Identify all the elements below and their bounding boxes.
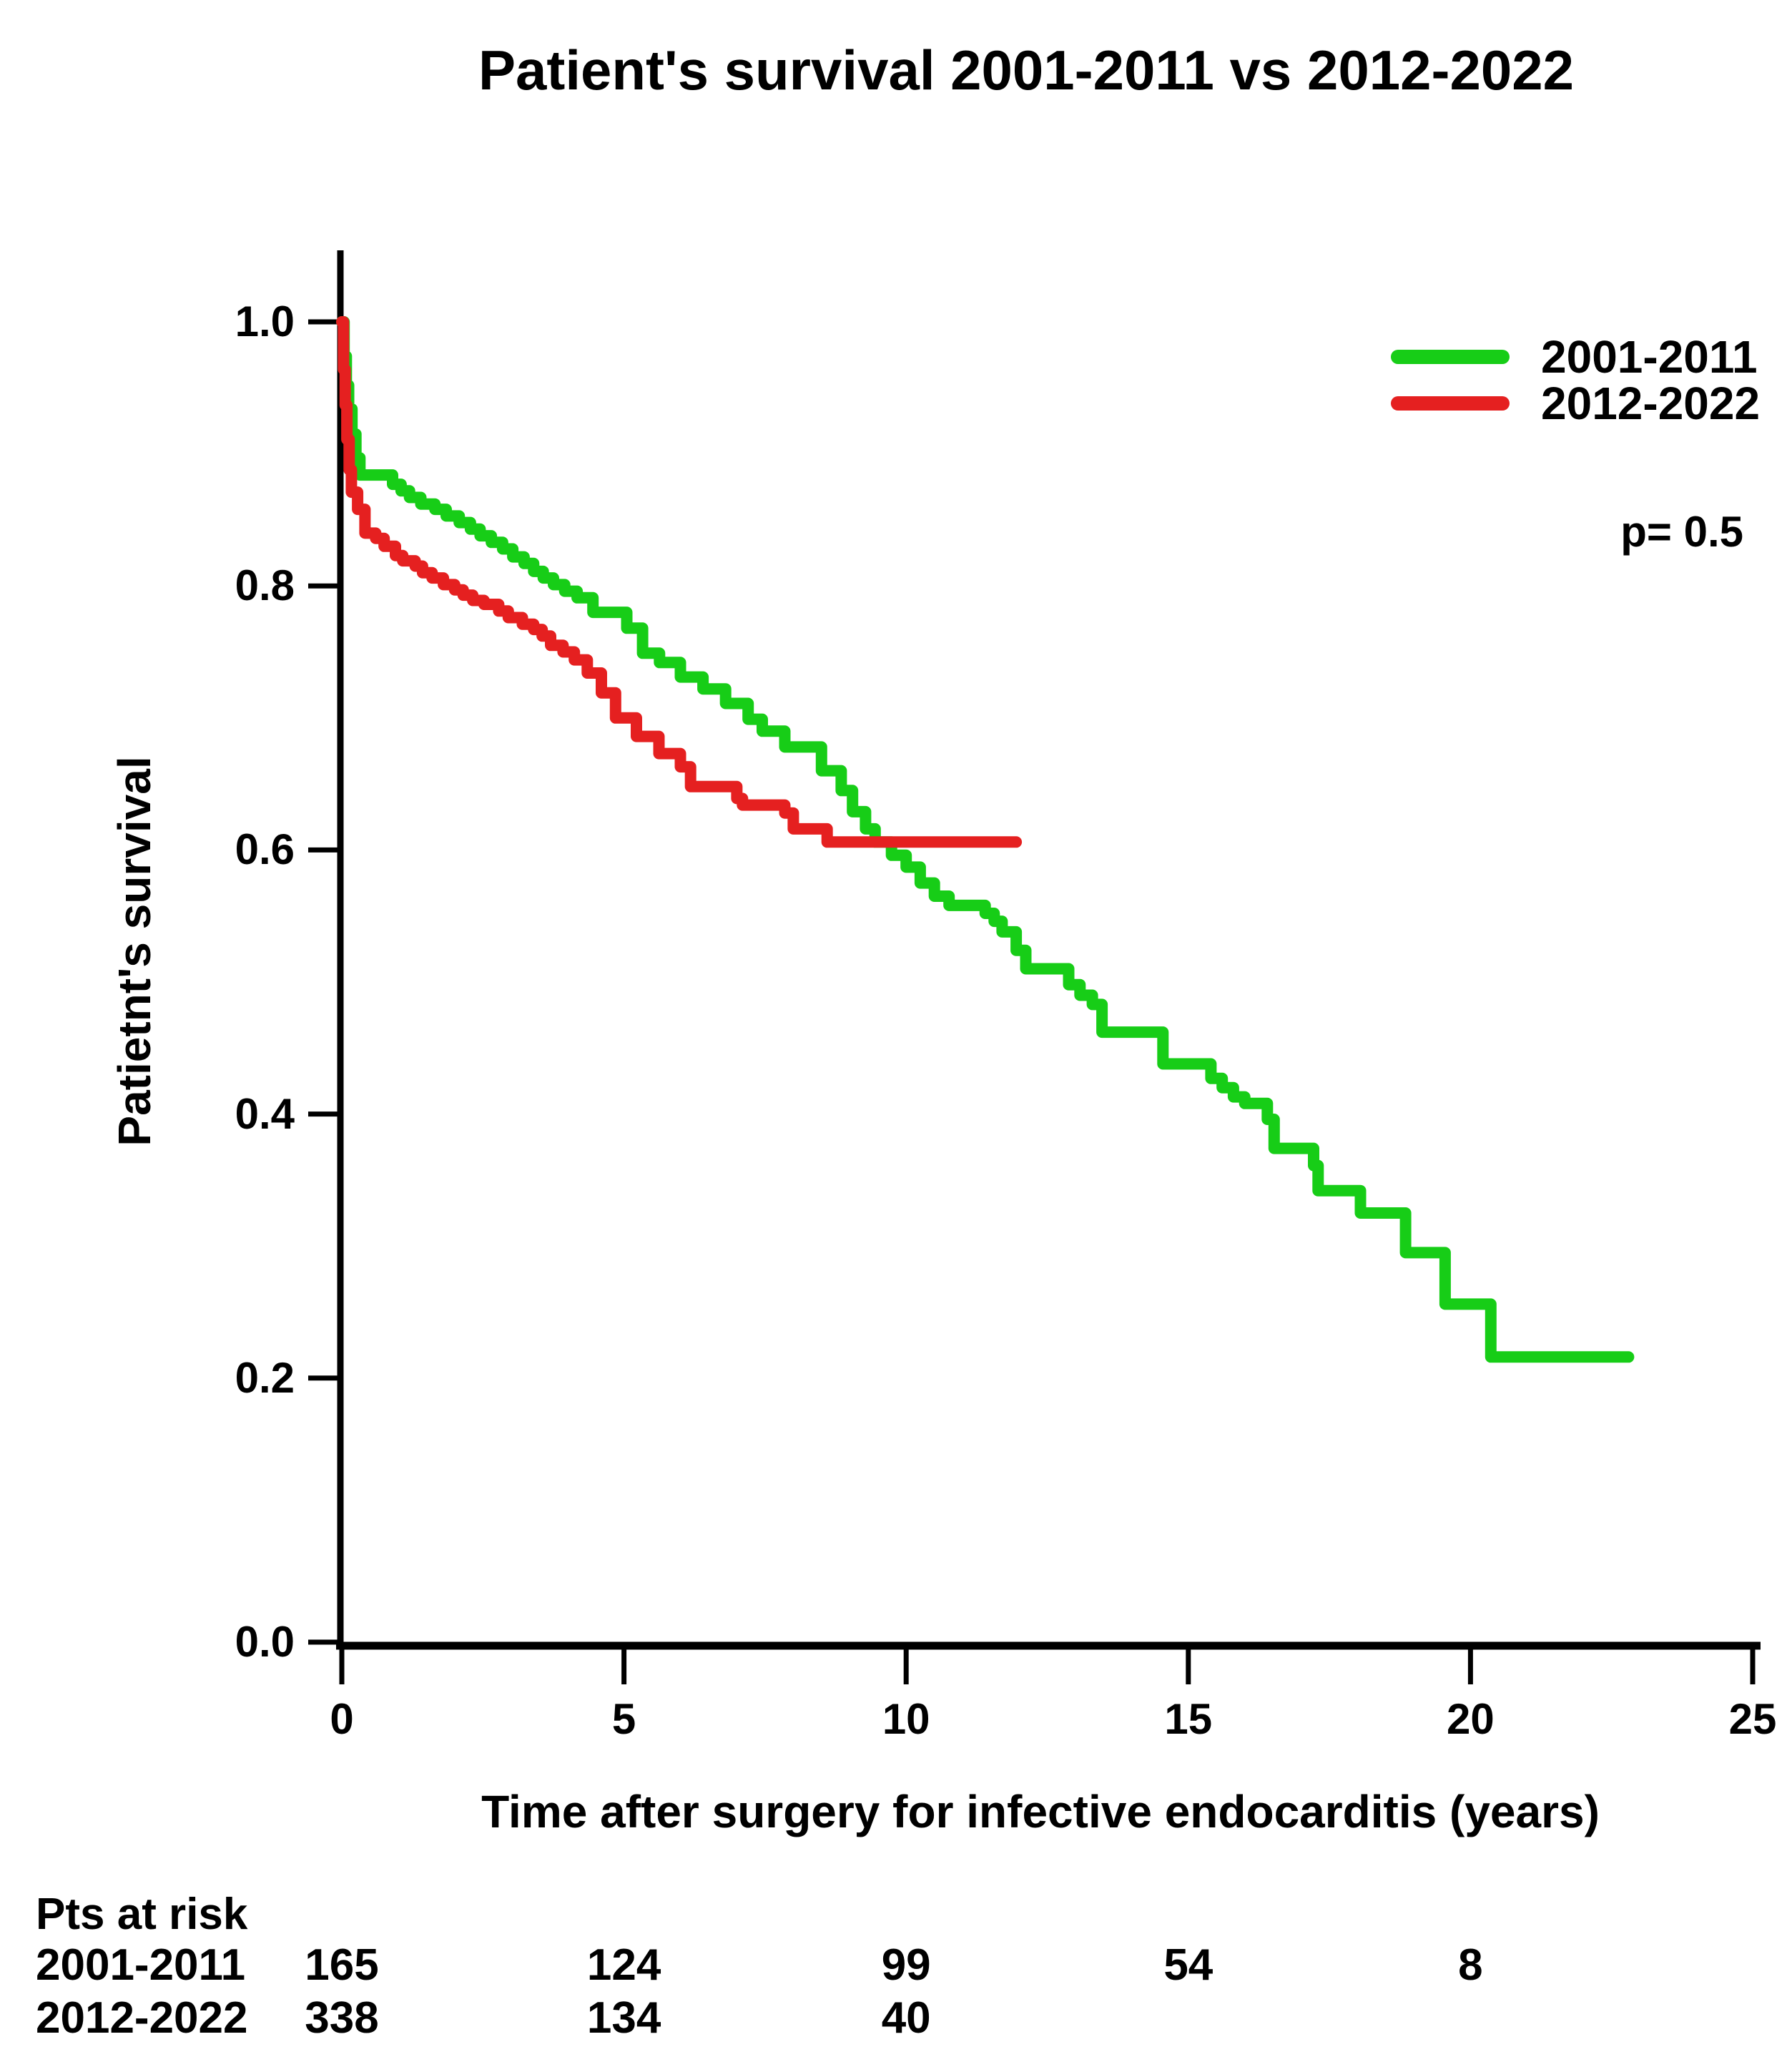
legend-item-2012-2022: 2012-2022 (1391, 380, 1760, 426)
risk-count-2012-2022-t5: 134 (586, 1993, 661, 2043)
legend-swatch-red-line (1391, 396, 1510, 411)
risk-row-label-2012-2022: 2012-2022 (36, 1993, 248, 2043)
legend-label-2001-2011: 2001-2011 (1541, 331, 1758, 383)
x-tick-label: 25 (1728, 1695, 1777, 1743)
risk-count-2001-2011-t20: 8 (1458, 1940, 1483, 1990)
risk-count-2001-2011-t10: 99 (881, 1940, 931, 1990)
y-tick-label: 0.8 (235, 561, 295, 610)
risk-row-label-2001-2011: 2001-2011 (36, 1940, 246, 1990)
y-tick-label: 1.0 (235, 298, 295, 345)
survival-curve-2012-2022 (336, 316, 1023, 848)
x-tick-label: 10 (882, 1695, 930, 1743)
risk-count-2001-2011-t15: 54 (1163, 1940, 1213, 1990)
risk-count-2012-2022-t0: 338 (305, 1993, 379, 2043)
x-tick-label: 0 (330, 1695, 354, 1743)
y-tick-label: 0.0 (235, 1618, 295, 1666)
survival-curve-2001-2011 (336, 316, 1635, 1363)
legend-swatch-green-line (1391, 350, 1510, 364)
risk-count-2001-2011-t0: 165 (305, 1940, 379, 1990)
y-tick-label: 0.2 (235, 1353, 295, 1402)
legend-item-2001-2011: 2001-2011 (1391, 334, 1758, 380)
risk-table-header: Pts at risk (36, 1890, 248, 1939)
risk-count-2001-2011-t5: 124 (586, 1940, 661, 1990)
risk-count-2012-2022-t10: 40 (881, 1993, 931, 2043)
x-tick-label: 15 (1164, 1695, 1213, 1743)
x-axis-title: Time after surgery for infective endocar… (481, 1786, 1600, 1837)
chart-title: Patient's survival 2001-2011 vs 2012-202… (478, 39, 1574, 102)
p-value-label: p= 0.5 (1620, 508, 1743, 556)
y-tick-label: 0.4 (235, 1089, 295, 1138)
x-tick-label: 5 (611, 1695, 636, 1743)
x-tick-label: 20 (1447, 1695, 1495, 1743)
legend-label-2012-2022: 2012-2022 (1541, 378, 1761, 429)
y-tick-label: 0.6 (235, 825, 295, 874)
y-axis-title: Patietnt's survival (109, 756, 160, 1147)
